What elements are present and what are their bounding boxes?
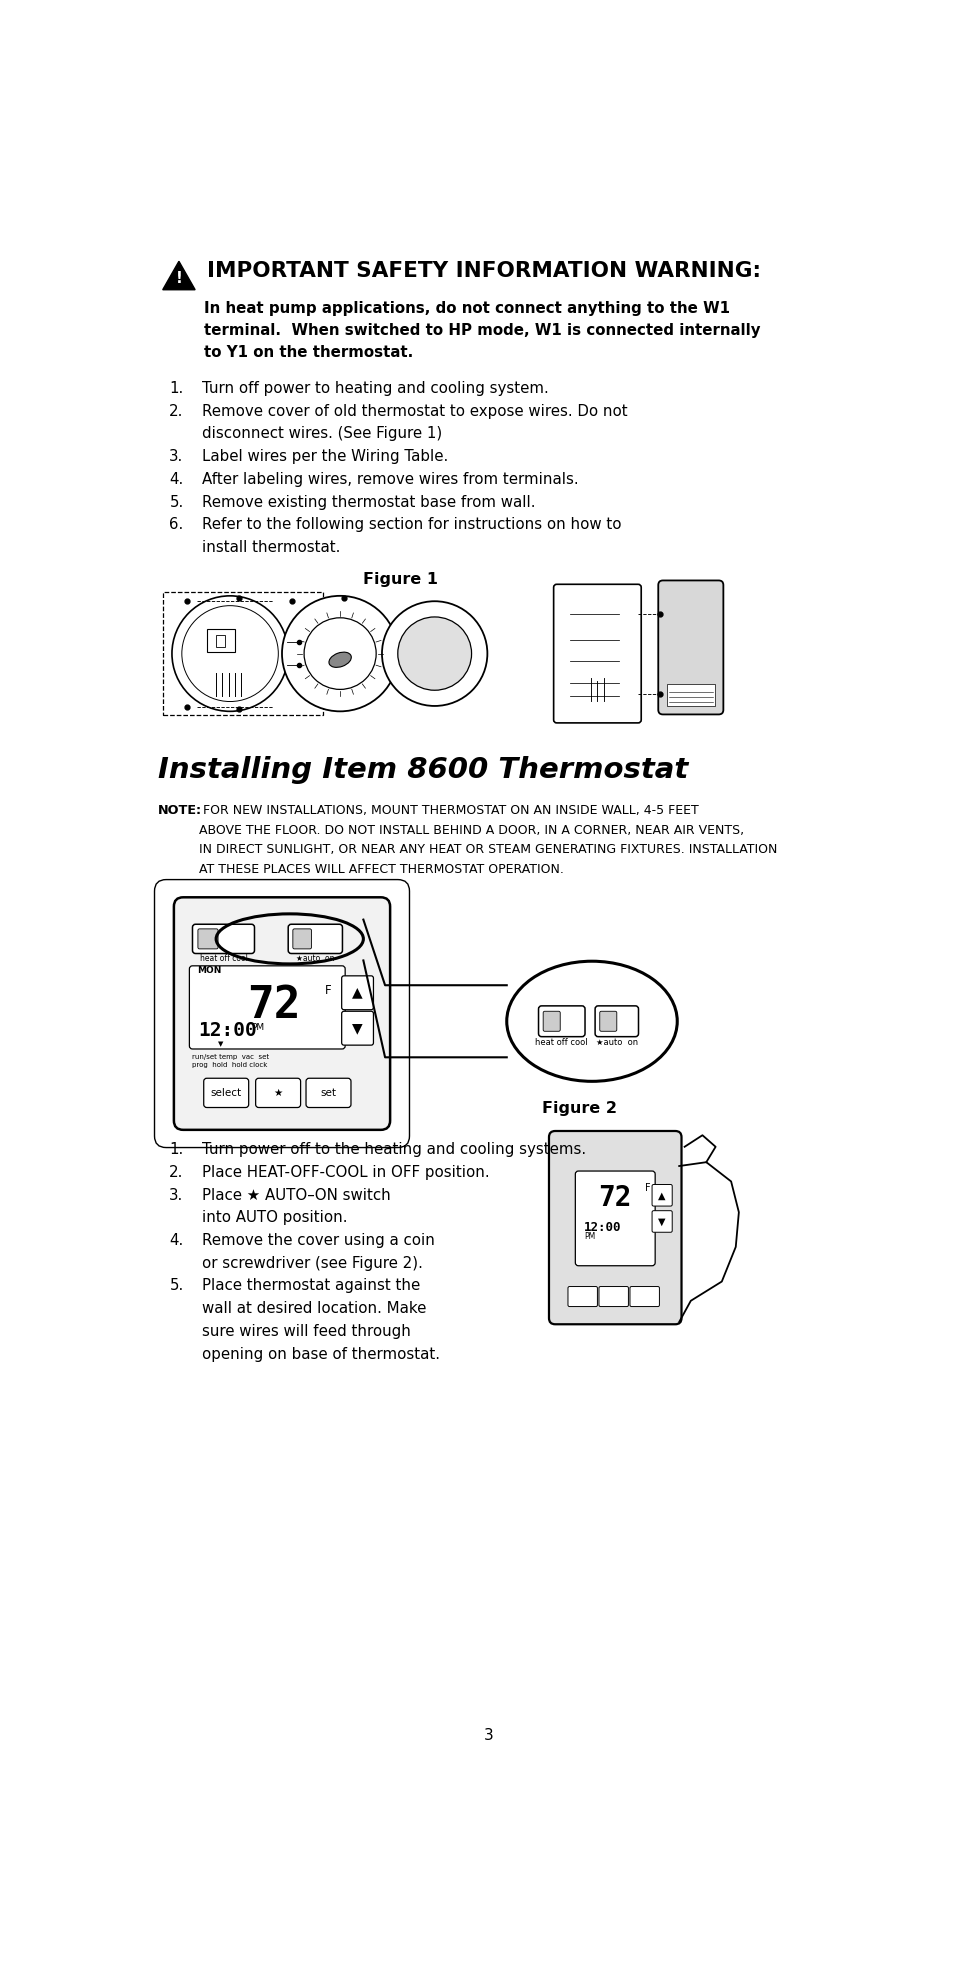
Text: 12:00: 12:00 bbox=[198, 1021, 257, 1039]
FancyBboxPatch shape bbox=[595, 1006, 638, 1037]
Text: ABOVE THE FLOOR. DO NOT INSTALL BEHIND A DOOR, IN A CORNER, NEAR AIR VENTS,: ABOVE THE FLOOR. DO NOT INSTALL BEHIND A… bbox=[199, 824, 743, 836]
FancyBboxPatch shape bbox=[255, 1079, 300, 1108]
Text: ▼: ▼ bbox=[658, 1217, 665, 1227]
Text: ★auto  on: ★auto on bbox=[595, 1037, 638, 1047]
Text: !: ! bbox=[175, 270, 182, 286]
Text: terminal.  When switched to HP mode, W1 is connected internally: terminal. When switched to HP mode, W1 i… bbox=[204, 323, 760, 339]
FancyBboxPatch shape bbox=[548, 1132, 680, 1325]
Text: F: F bbox=[644, 1183, 650, 1193]
FancyBboxPatch shape bbox=[542, 1012, 559, 1031]
Text: 2.: 2. bbox=[169, 404, 183, 418]
FancyBboxPatch shape bbox=[575, 1171, 655, 1266]
Text: 2.: 2. bbox=[169, 1165, 183, 1179]
FancyBboxPatch shape bbox=[288, 925, 342, 954]
Text: Remove existing thermostat base from wall.: Remove existing thermostat base from wal… bbox=[202, 495, 536, 509]
FancyBboxPatch shape bbox=[293, 929, 311, 949]
FancyBboxPatch shape bbox=[567, 1286, 597, 1307]
Text: sure wires will feed through: sure wires will feed through bbox=[202, 1323, 411, 1339]
FancyBboxPatch shape bbox=[658, 580, 722, 714]
FancyBboxPatch shape bbox=[553, 584, 640, 724]
FancyBboxPatch shape bbox=[306, 1079, 351, 1108]
Text: 12:00: 12:00 bbox=[583, 1221, 621, 1234]
Text: install thermostat.: install thermostat. bbox=[202, 540, 340, 554]
Text: 3.: 3. bbox=[169, 1187, 183, 1203]
Text: Remove cover of old thermostat to expose wires. Do not: Remove cover of old thermostat to expose… bbox=[202, 404, 627, 418]
Text: Turn off power to heating and cooling system.: Turn off power to heating and cooling sy… bbox=[202, 381, 548, 396]
FancyBboxPatch shape bbox=[193, 925, 254, 954]
Text: MON: MON bbox=[197, 966, 221, 974]
FancyBboxPatch shape bbox=[173, 897, 390, 1130]
Text: PM: PM bbox=[252, 1023, 264, 1031]
Text: 1.: 1. bbox=[169, 381, 183, 396]
FancyBboxPatch shape bbox=[652, 1211, 672, 1232]
Ellipse shape bbox=[506, 960, 677, 1081]
FancyBboxPatch shape bbox=[197, 929, 218, 949]
Text: Turn power off to the heating and cooling systems.: Turn power off to the heating and coolin… bbox=[202, 1142, 586, 1158]
FancyBboxPatch shape bbox=[341, 976, 373, 1010]
Text: ▼: ▼ bbox=[352, 1021, 362, 1035]
Circle shape bbox=[282, 596, 397, 712]
Text: ▼: ▼ bbox=[217, 1041, 223, 1047]
Text: run/set temp  vac  set
prog  hold  hold clock: run/set temp vac set prog hold hold cloc… bbox=[193, 1053, 270, 1067]
Circle shape bbox=[397, 617, 471, 690]
Text: 4.: 4. bbox=[169, 471, 183, 487]
Text: AT THESE PLACES WILL AFFECT THERMOSTAT OPERATION.: AT THESE PLACES WILL AFFECT THERMOSTAT O… bbox=[199, 864, 563, 876]
Text: 3.: 3. bbox=[169, 450, 183, 463]
Text: 1.: 1. bbox=[169, 1142, 183, 1158]
Text: select: select bbox=[211, 1089, 241, 1098]
Text: Place ★ AUTO–ON switch: Place ★ AUTO–ON switch bbox=[202, 1187, 391, 1203]
FancyBboxPatch shape bbox=[204, 1079, 249, 1108]
Text: F: F bbox=[325, 984, 332, 998]
Text: opening on base of thermostat.: opening on base of thermostat. bbox=[202, 1347, 439, 1361]
Text: Place thermostat against the: Place thermostat against the bbox=[202, 1278, 420, 1294]
Text: 4.: 4. bbox=[169, 1232, 183, 1248]
Text: Refer to the following section for instructions on how to: Refer to the following section for instr… bbox=[202, 517, 621, 532]
Text: ▲: ▲ bbox=[352, 986, 362, 1000]
Text: Label wires per the Wiring Table.: Label wires per the Wiring Table. bbox=[202, 450, 448, 463]
Text: IN DIRECT SUNLIGHT, OR NEAR ANY HEAT OR STEAM GENERATING FIXTURES. INSTALLATION: IN DIRECT SUNLIGHT, OR NEAR ANY HEAT OR … bbox=[199, 844, 777, 856]
FancyBboxPatch shape bbox=[652, 1185, 672, 1207]
FancyBboxPatch shape bbox=[598, 1286, 628, 1307]
Ellipse shape bbox=[329, 653, 351, 667]
Text: 6.: 6. bbox=[169, 517, 183, 532]
FancyBboxPatch shape bbox=[537, 1006, 584, 1037]
Text: heat off cool: heat off cool bbox=[199, 954, 247, 962]
Text: or screwdriver (see Figure 2).: or screwdriver (see Figure 2). bbox=[202, 1256, 422, 1270]
Polygon shape bbox=[163, 260, 195, 290]
Text: Remove the cover using a coin: Remove the cover using a coin bbox=[202, 1232, 435, 1248]
Circle shape bbox=[381, 601, 487, 706]
FancyBboxPatch shape bbox=[599, 1012, 617, 1031]
Text: Installing Item 8600 Thermostat: Installing Item 8600 Thermostat bbox=[158, 757, 687, 785]
Text: to Y1 on the thermostat.: to Y1 on the thermostat. bbox=[204, 345, 414, 361]
FancyBboxPatch shape bbox=[666, 684, 714, 706]
Text: 72: 72 bbox=[247, 984, 301, 1027]
FancyBboxPatch shape bbox=[629, 1286, 659, 1307]
Text: set: set bbox=[320, 1089, 336, 1098]
Text: 5.: 5. bbox=[169, 1278, 183, 1294]
Text: In heat pump applications, do not connect anything to the W1: In heat pump applications, do not connec… bbox=[204, 302, 730, 316]
Text: disconnect wires. (See Figure 1): disconnect wires. (See Figure 1) bbox=[202, 426, 442, 442]
Text: Figure 2: Figure 2 bbox=[541, 1100, 616, 1116]
Text: 72: 72 bbox=[598, 1185, 631, 1213]
Text: wall at desired location. Make: wall at desired location. Make bbox=[202, 1302, 426, 1315]
Circle shape bbox=[172, 596, 288, 712]
Text: 5.: 5. bbox=[169, 495, 183, 509]
Text: NOTE:: NOTE: bbox=[158, 805, 202, 816]
Text: After labeling wires, remove wires from terminals.: After labeling wires, remove wires from … bbox=[202, 471, 578, 487]
Text: heat off cool: heat off cool bbox=[535, 1037, 587, 1047]
Text: FOR NEW INSTALLATIONS, MOUNT THERMOSTAT ON AN INSIDE WALL, 4-5 FEET: FOR NEW INSTALLATIONS, MOUNT THERMOSTAT … bbox=[199, 805, 699, 816]
FancyBboxPatch shape bbox=[190, 966, 345, 1049]
Text: IMPORTANT SAFETY INFORMATION WARNING:: IMPORTANT SAFETY INFORMATION WARNING: bbox=[207, 260, 760, 282]
Text: 3: 3 bbox=[483, 1727, 494, 1743]
Text: ★auto  on: ★auto on bbox=[295, 954, 335, 962]
Text: Figure 1: Figure 1 bbox=[362, 572, 437, 588]
Text: ★: ★ bbox=[274, 1089, 282, 1098]
Text: ▲: ▲ bbox=[658, 1191, 665, 1201]
Text: Place HEAT-OFF-COOL in OFF position.: Place HEAT-OFF-COOL in OFF position. bbox=[202, 1165, 489, 1179]
Text: into AUTO position.: into AUTO position. bbox=[202, 1211, 347, 1225]
Text: PM: PM bbox=[583, 1232, 595, 1240]
FancyBboxPatch shape bbox=[341, 1012, 373, 1045]
